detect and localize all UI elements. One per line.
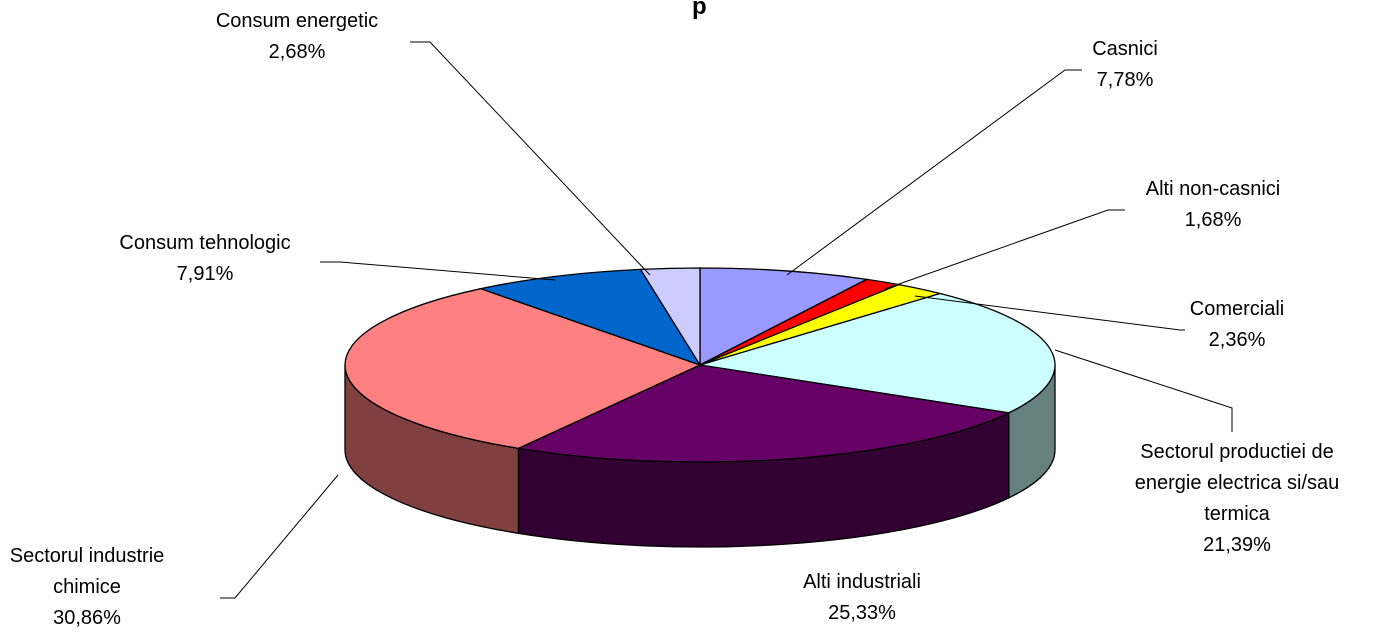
pie-slice-3 [699, 292, 1056, 414]
slice-value-2: 2,36% [1209, 329, 1266, 351]
slice-label-6: Consum tehnologic 7,91% [119, 232, 290, 285]
slice-value-0: 7,78% [1097, 69, 1154, 91]
pie-slice-6 [478, 268, 702, 367]
slice-labels: Casnici 7,78% Alti non-casnici 1,68% Comerci… [10, 10, 1340, 629]
slice-label-3: Sectorul productiei de energie electrica … [1135, 441, 1340, 556]
leader-line-2 [914, 295, 1185, 331]
leader-line-1 [884, 209, 1125, 290]
leader-line-5 [220, 474, 339, 599]
leader-line-6 [320, 261, 556, 281]
slice-value-3: 21,39% [1203, 534, 1271, 556]
pie-slice-7 [639, 267, 701, 368]
pie-slice-0 [699, 267, 869, 367]
leader-line-7 [410, 41, 651, 276]
slice-label-1: Alti non-casnici 1,68% [1146, 178, 1281, 231]
slice-value-5: 30,86% [53, 607, 121, 629]
slice-name-1-0: Alti non-casnici [1146, 178, 1281, 200]
slice-name-5-1: chimice [53, 576, 121, 598]
leader-lines [220, 41, 1233, 599]
slice-name-3-2: termica [1204, 503, 1270, 525]
slice-name-7-0: Consum energetic [216, 10, 378, 32]
pie-tops [344, 267, 1056, 463]
slice-name-4-0: Alti industriali [803, 571, 921, 593]
slice-label-5: Sectorul industrie chimice 30,86% [10, 545, 165, 629]
pie-sides [344, 364, 1056, 548]
slice-value-4: 25,33% [828, 602, 896, 624]
slice-name-6-0: Consum tehnologic [119, 232, 290, 254]
slice-label-0: Casnici 7,78% [1092, 38, 1158, 91]
slice-value-6: 7,91% [177, 263, 234, 285]
slice-value-7: 2,68% [269, 41, 326, 63]
chart-title-fragment: p [692, 0, 707, 20]
slice-name-5-0: Sectorul industrie [10, 545, 165, 567]
slice-name-3-1: energie electrica si/sau [1135, 472, 1340, 494]
slice-name-0-0: Casnici [1092, 38, 1158, 60]
slice-label-2: Comerciali 2,36% [1190, 298, 1284, 351]
leader-line-3 [1054, 349, 1233, 432]
slice-label-7: Consum energetic 2,68% [216, 10, 378, 63]
slice-value-1: 1,68% [1185, 209, 1242, 231]
slice-name-3-0: Sectorul productiei de [1140, 441, 1333, 463]
slice-label-4: Alti industriali 25,33% [803, 571, 921, 624]
pie-slice-5 [344, 288, 702, 450]
slice-name-2-0: Comerciali [1190, 298, 1284, 320]
leader-line-0 [786, 69, 1082, 276]
pie-slice-4 [516, 364, 1011, 463]
